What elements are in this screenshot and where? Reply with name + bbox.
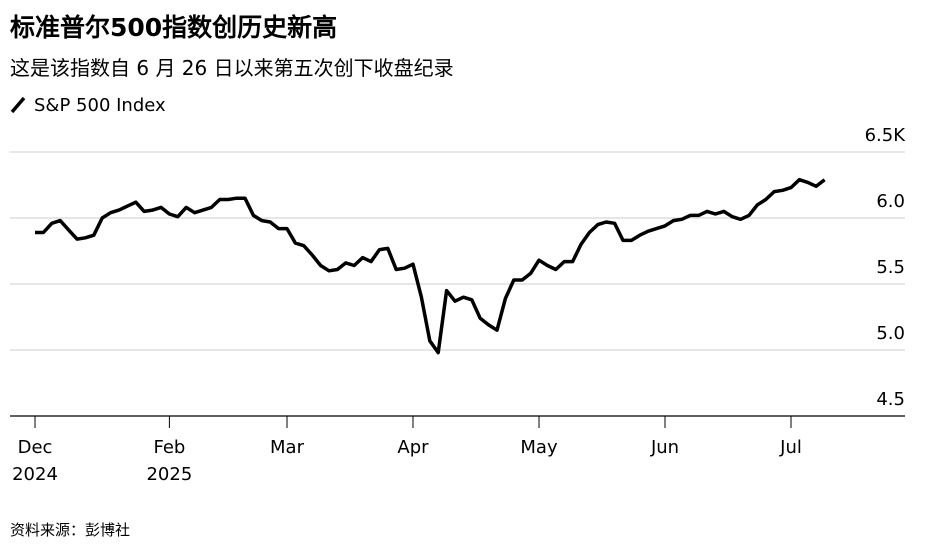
legend-swatch bbox=[10, 96, 26, 114]
source: 资料来源：彭博社 bbox=[10, 521, 130, 539]
chart-title: 标准普尔500指数创历史新高 bbox=[10, 13, 337, 42]
x-tick-label: May bbox=[520, 437, 558, 458]
x-tick-year: 2025 bbox=[146, 464, 192, 485]
x-tick-label: Feb bbox=[153, 437, 185, 458]
x-tick-label: Jul bbox=[779, 437, 802, 458]
legend-label: S&P 500 Index bbox=[34, 95, 166, 116]
y-tick-label: 6.0 bbox=[876, 191, 905, 212]
y-tick-label: 5.5 bbox=[876, 257, 905, 278]
x-tick-year: 2024 bbox=[12, 464, 58, 485]
line-series bbox=[35, 177, 826, 355]
x-tick-label: Mar bbox=[270, 437, 305, 458]
x-tick-label: Jun bbox=[650, 437, 679, 458]
y-tick-label: 5.0 bbox=[876, 323, 905, 344]
x-tick-label: Dec bbox=[18, 437, 53, 458]
y-tick-label: 4.5 bbox=[876, 389, 905, 410]
chart-subtitle: 这是该指数自 6 月 26 日以来第五次创下收盘纪录 bbox=[10, 56, 454, 80]
x-tick-label: Apr bbox=[397, 437, 429, 458]
y-tick-label: 6.5K bbox=[865, 125, 907, 146]
